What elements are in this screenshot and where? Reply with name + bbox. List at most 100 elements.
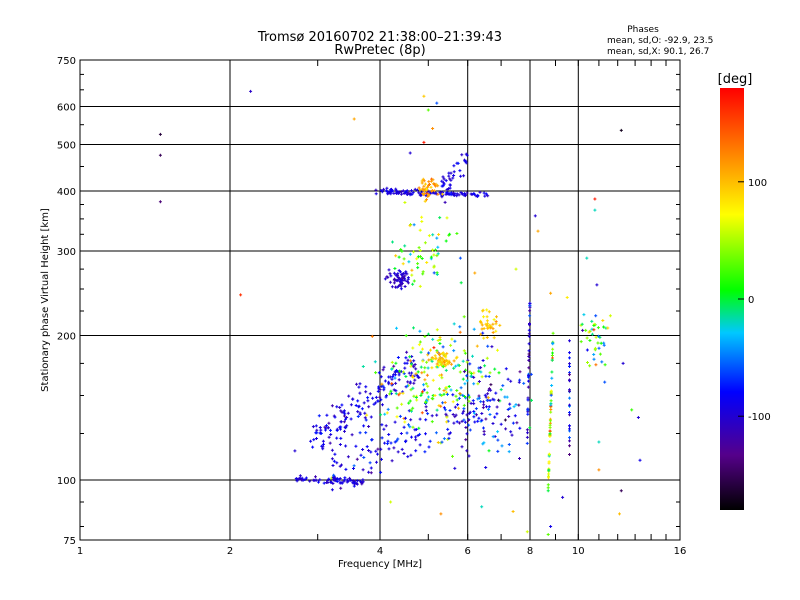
data-point	[418, 329, 422, 333]
data-point	[407, 401, 411, 405]
data-point	[361, 468, 365, 472]
data-point	[349, 417, 353, 421]
data-point	[389, 274, 393, 278]
data-point	[455, 355, 459, 359]
data-point	[593, 346, 597, 350]
data-point	[479, 332, 483, 336]
data-point	[430, 359, 434, 363]
data-point	[395, 279, 399, 283]
data-point	[479, 370, 483, 374]
data-point	[444, 364, 448, 368]
data-point	[487, 405, 491, 409]
data-point	[357, 385, 361, 389]
data-point	[480, 412, 484, 415]
data-point	[438, 216, 442, 220]
data-point	[481, 359, 485, 362]
data-point	[392, 271, 396, 275]
data-point	[396, 356, 400, 359]
data-point	[318, 426, 322, 429]
data-point	[462, 174, 466, 178]
data-point	[468, 428, 472, 432]
data-point	[424, 182, 427, 186]
data-point	[424, 400, 427, 404]
data-point	[325, 413, 329, 417]
data-point	[342, 479, 346, 483]
data-point	[401, 189, 405, 193]
data-point	[343, 476, 347, 480]
data-point	[416, 266, 420, 270]
data-point	[342, 420, 346, 424]
y-tick-label: 200	[57, 332, 76, 343]
data-point	[464, 152, 468, 156]
data-point	[445, 352, 449, 356]
data-point	[527, 328, 531, 332]
data-point	[568, 389, 571, 393]
data-point	[455, 192, 459, 196]
data-point	[394, 361, 398, 365]
data-point	[331, 482, 335, 485]
data-point	[442, 177, 446, 181]
data-point	[513, 414, 517, 418]
data-point	[378, 388, 382, 392]
data-point	[414, 438, 418, 442]
data-point	[444, 412, 448, 416]
data-point	[422, 388, 426, 392]
data-point	[402, 257, 406, 261]
data-point	[594, 314, 598, 318]
data-point	[381, 403, 384, 407]
data-point	[452, 193, 456, 197]
data-point	[487, 375, 491, 378]
data-point	[448, 232, 452, 236]
data-point	[465, 379, 469, 383]
data-point	[550, 376, 554, 380]
data-point	[324, 428, 327, 432]
data-point	[490, 345, 494, 349]
data-point	[349, 403, 353, 407]
data-point	[366, 399, 370, 403]
data-point	[308, 479, 312, 483]
data-point	[397, 191, 401, 194]
data-point	[439, 404, 443, 408]
data-point	[369, 471, 373, 475]
data-point	[482, 400, 485, 404]
data-point	[436, 252, 440, 256]
data-point	[525, 441, 529, 445]
data-point	[436, 245, 440, 249]
data-point	[425, 360, 429, 364]
data-point	[458, 169, 462, 173]
data-point	[487, 388, 491, 392]
data-point	[374, 188, 378, 192]
data-point	[399, 280, 403, 284]
data-point	[400, 190, 404, 194]
data-point	[579, 340, 583, 344]
data-point	[486, 392, 490, 396]
data-point	[462, 418, 466, 422]
data-point	[489, 383, 493, 387]
data-point	[421, 390, 424, 394]
data-point	[398, 414, 402, 418]
data-point	[382, 427, 386, 431]
data-point	[383, 441, 387, 445]
data-point	[397, 284, 400, 288]
data-point	[547, 476, 550, 480]
data-point	[527, 349, 531, 353]
data-point	[410, 435, 413, 439]
data-point	[337, 478, 341, 482]
data-point	[600, 360, 604, 364]
data-point	[423, 378, 427, 382]
data-point	[461, 359, 465, 363]
data-point	[410, 273, 414, 277]
data-point	[568, 444, 571, 448]
data-point	[440, 184, 444, 188]
data-point	[421, 270, 425, 274]
data-point	[436, 360, 440, 364]
data-point	[482, 429, 486, 433]
data-point	[549, 408, 553, 411]
phases-x-line: mean, sd,X: 90.1, 26.7	[607, 47, 709, 57]
data-point	[507, 415, 511, 418]
data-point	[480, 505, 484, 509]
data-point	[497, 398, 500, 402]
data-point	[406, 380, 410, 384]
data-point	[330, 448, 334, 452]
data-point	[482, 336, 486, 340]
